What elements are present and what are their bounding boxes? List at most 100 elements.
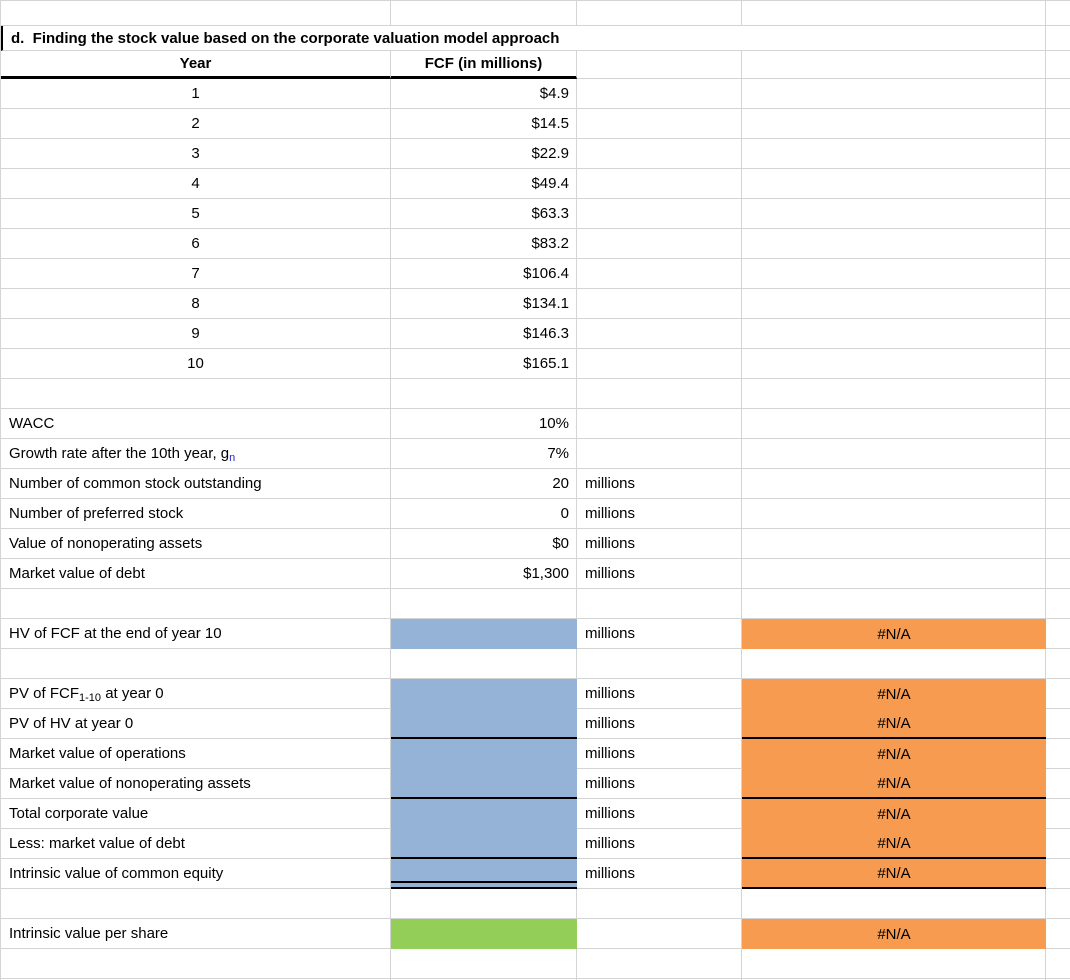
empty-cell xyxy=(1,889,391,919)
assumption-value-cell[interactable]: $0 xyxy=(391,529,577,559)
assumption-label: Number of common stock outstanding xyxy=(1,469,391,499)
empty-cell xyxy=(1046,51,1070,79)
sheet-row: Less: market value of debt millions #N/A xyxy=(1,829,1070,859)
error-cell[interactable]: #N/A xyxy=(742,709,1046,739)
empty-cell xyxy=(1046,1,1070,26)
sheet-row xyxy=(1,649,1070,679)
fcf-value-cell[interactable]: $146.3 xyxy=(391,319,577,349)
empty-cell xyxy=(391,649,577,679)
sheet-row: 5 $63.3 xyxy=(1,199,1070,229)
empty-cell xyxy=(1046,919,1070,949)
empty-cell xyxy=(577,289,742,319)
input-cell[interactable] xyxy=(391,679,577,709)
sheet-row: Value of nonoperating assets $0 millions xyxy=(1,529,1070,559)
year-cell[interactable]: 4 xyxy=(1,169,391,199)
assumption-label: Number of preferred stock xyxy=(1,499,391,529)
assumption-value-cell[interactable]: 10% xyxy=(391,409,577,439)
sheet-row: 2 $14.5 xyxy=(1,109,1070,139)
input-cell[interactable] xyxy=(391,619,577,649)
assumption-value-cell[interactable]: 7% xyxy=(391,439,577,469)
empty-cell xyxy=(577,169,742,199)
sheet-row: Market value of nonoperating assets milli… xyxy=(1,769,1070,799)
input-cell[interactable] xyxy=(391,739,577,769)
input-cell[interactable] xyxy=(391,799,577,829)
error-cell[interactable]: #N/A xyxy=(742,679,1046,709)
sheet-row: d. Finding the stock value based on the … xyxy=(1,26,1070,51)
input-cell[interactable] xyxy=(391,829,577,859)
error-cell[interactable]: #N/A xyxy=(742,859,1046,889)
fcf-value-cell[interactable]: $49.4 xyxy=(391,169,577,199)
year-cell[interactable]: 1 xyxy=(1,79,391,109)
valuation-label: Less: market value of debt xyxy=(1,829,391,859)
valuation-label: Market value of nonoperating assets xyxy=(1,769,391,799)
fcf-value-cell[interactable]: $14.5 xyxy=(391,109,577,139)
valuation-label: PV of HV at year 0 xyxy=(1,709,391,739)
empty-cell xyxy=(391,889,577,919)
error-cell[interactable]: #N/A xyxy=(742,769,1046,799)
year-cell[interactable]: 10 xyxy=(1,349,391,379)
empty-cell xyxy=(1046,229,1070,259)
empty-cell xyxy=(577,229,742,259)
sheet-row: 9 $146.3 xyxy=(1,319,1070,349)
assumption-value-cell[interactable]: 20 xyxy=(391,469,577,499)
empty-cell xyxy=(391,949,577,979)
empty-cell xyxy=(742,439,1046,469)
year-cell[interactable]: 9 xyxy=(1,319,391,349)
input-cell[interactable] xyxy=(391,859,577,889)
input-cell[interactable] xyxy=(391,709,577,739)
fcf-value-cell[interactable]: $4.9 xyxy=(391,79,577,109)
empty-cell xyxy=(1046,619,1070,649)
error-cell[interactable]: #N/A xyxy=(742,919,1046,949)
empty-cell xyxy=(1046,199,1070,229)
empty-cell xyxy=(742,51,1046,79)
valuation-label: Total corporate value xyxy=(1,799,391,829)
label-text: Intrinsic value of common equity xyxy=(9,865,224,882)
empty-cell xyxy=(1046,26,1070,51)
year-cell[interactable]: 8 xyxy=(1,289,391,319)
fcf-value-cell[interactable]: $134.1 xyxy=(391,289,577,319)
fcf-value-cell[interactable]: $106.4 xyxy=(391,259,577,289)
empty-cell xyxy=(577,349,742,379)
year-cell[interactable]: 7 xyxy=(1,259,391,289)
empty-cell xyxy=(1046,79,1070,109)
year-cell[interactable]: 3 xyxy=(1,139,391,169)
error-cell[interactable]: #N/A xyxy=(742,619,1046,649)
double-underline xyxy=(391,881,577,883)
empty-cell xyxy=(1046,829,1070,859)
sheet-row: Market value of operations millions #N/A xyxy=(1,739,1070,769)
empty-cell xyxy=(742,469,1046,499)
empty-cell xyxy=(577,589,742,619)
empty-cell xyxy=(577,319,742,349)
error-cell[interactable]: #N/A xyxy=(742,799,1046,829)
year-cell[interactable]: 2 xyxy=(1,109,391,139)
empty-cell xyxy=(1046,649,1070,679)
empty-cell xyxy=(742,319,1046,349)
fcf-value-cell[interactable]: $22.9 xyxy=(391,139,577,169)
fcf-value-cell[interactable]: $165.1 xyxy=(391,349,577,379)
empty-cell xyxy=(577,199,742,229)
per-share-label: Intrinsic value per share xyxy=(1,919,391,949)
fcf-value-cell[interactable]: $63.3 xyxy=(391,199,577,229)
empty-cell xyxy=(1046,559,1070,589)
input-cell[interactable] xyxy=(391,769,577,799)
empty-cell xyxy=(577,649,742,679)
label-subscript: 1-10 xyxy=(79,691,102,704)
empty-cell xyxy=(1,649,391,679)
empty-cell xyxy=(742,889,1046,919)
year-cell[interactable]: 5 xyxy=(1,199,391,229)
sheet-row xyxy=(1,1,1070,26)
error-cell[interactable]: #N/A xyxy=(742,829,1046,859)
year-cell[interactable]: 6 xyxy=(1,229,391,259)
error-cell[interactable]: #N/A xyxy=(742,739,1046,769)
empty-cell xyxy=(1046,589,1070,619)
empty-cell xyxy=(577,949,742,979)
fcf-value-cell[interactable]: $83.2 xyxy=(391,229,577,259)
result-cell[interactable] xyxy=(391,919,577,949)
empty-cell xyxy=(1046,169,1070,199)
unit-cell: millions xyxy=(577,469,742,499)
empty-cell xyxy=(1046,349,1070,379)
assumption-value-cell[interactable]: $1,300 xyxy=(391,559,577,589)
sheet-row: 3 $22.9 xyxy=(1,139,1070,169)
assumption-value-cell[interactable]: 0 xyxy=(391,499,577,529)
